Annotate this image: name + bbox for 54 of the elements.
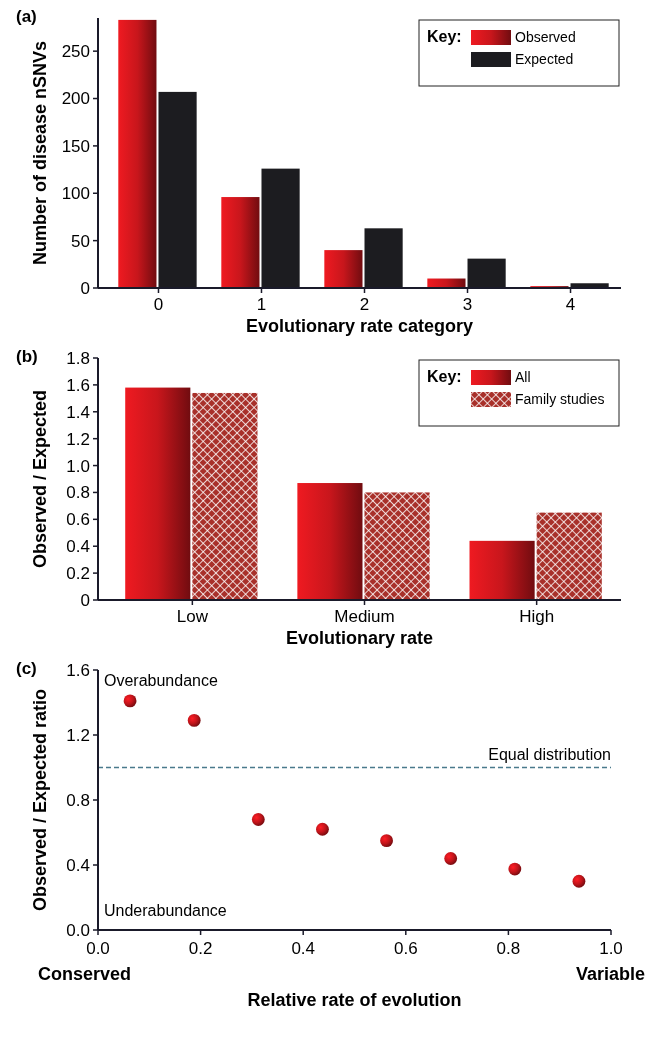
y-tick-label: 1.0 (66, 456, 90, 476)
chart-title: (a) (16, 7, 37, 26)
x-axis-title: Evolutionary rate category (245, 316, 474, 336)
y-tick-label: 0.4 (66, 537, 90, 557)
y-tick-label: 1.4 (66, 402, 90, 422)
legend-title: Key: (427, 368, 462, 385)
y-tick-label: 1.2 (66, 725, 90, 745)
y-tick-label: 0 (80, 278, 90, 298)
y-tick-label: 0.2 (66, 564, 90, 584)
ref-line-label: Equal distribution (488, 745, 611, 763)
x-tick-label: 1.0 (599, 939, 623, 958)
legend-label: All (515, 369, 531, 385)
y-tick-label: 0.4 (66, 855, 90, 875)
text: Conserved (38, 964, 132, 984)
y-tick-label: 100 (61, 184, 90, 204)
x-tick-label: Low (176, 607, 209, 626)
y-axis-title: Number of disease nSNVs (30, 40, 50, 266)
x-tick-label: 4 (565, 295, 576, 314)
legend-label: Expected (515, 51, 574, 67)
y-tick-label: 1.6 (66, 660, 90, 680)
y-tick-label: 0.8 (66, 483, 90, 503)
y-tick-label: 1.6 (66, 375, 90, 395)
x-tick-label: 3 (462, 295, 473, 314)
chart-title: (c) (16, 659, 37, 678)
x-tick-label: 0.8 (496, 939, 521, 958)
legend-label: Observed (515, 29, 576, 45)
x-tick-label: 0.2 (188, 939, 213, 958)
y-tick-label: 1.8 (66, 348, 90, 368)
x-tick-label: 0.4 (291, 939, 316, 958)
y-tick-label: 0.8 (66, 790, 90, 810)
x-tick-label: 0.6 (393, 939, 418, 958)
y-tick-label: 0 (80, 590, 90, 610)
y-tick-label: 150 (61, 136, 90, 156)
y-tick-label: 0.0 (66, 920, 90, 940)
x-axis-title: Evolutionary rate (285, 628, 434, 648)
y-tick-label: 1.2 (66, 429, 90, 449)
x-tick-label: High (519, 607, 555, 626)
legend-label: Family studies (515, 391, 605, 407)
chart-title: (b) (16, 347, 38, 366)
legend-title: Key: (427, 28, 462, 45)
y-tick-label: 250 (61, 42, 90, 62)
x-tick-label: 1 (256, 295, 267, 314)
y-tick-label: 200 (61, 89, 90, 109)
y-tick-label: 50 (71, 231, 90, 251)
x-tick-label: 2 (359, 295, 370, 314)
annotation: Overabundance (104, 672, 218, 689)
y-axis-title: Observed / Expected (30, 389, 50, 569)
annotation: Underabundance (104, 902, 227, 919)
text: Variable (575, 964, 645, 984)
x-tick-label: Medium (334, 607, 395, 626)
x-axis-title: Relative rate of evolution (247, 990, 462, 1010)
x-tick-label: 0 (153, 295, 164, 314)
y-axis-title: Observed / Expected ratio (30, 688, 50, 912)
y-tick-label: 0.6 (66, 510, 90, 530)
